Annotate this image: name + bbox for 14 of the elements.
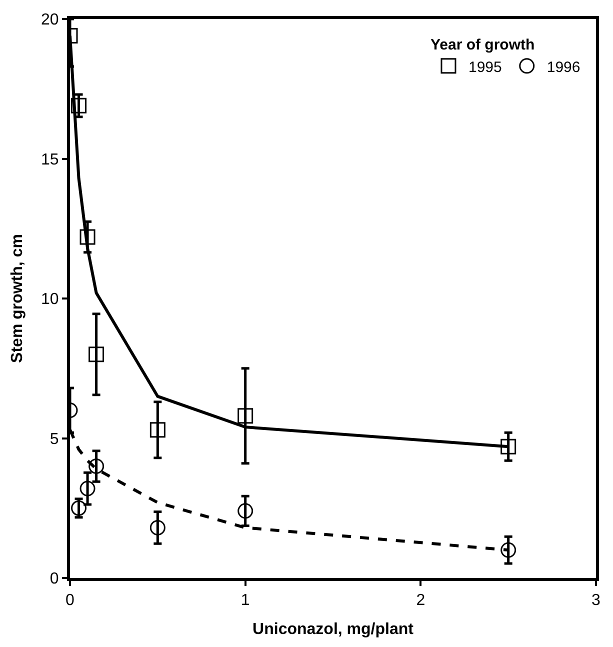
y-tick-label: 20 (41, 12, 59, 29)
x-axis-title: Uniconazol, mg/plant (252, 620, 414, 638)
y-tick-label: 0 (50, 570, 59, 588)
x-tick-label: 1 (240, 592, 250, 610)
legend-title: Year of growth (430, 36, 535, 54)
y-axis-title: Stem growth, cm (8, 234, 26, 363)
y-tick-label: 15 (41, 151, 59, 168)
x-tick-label: 2 (416, 592, 426, 610)
y-tick-label: 10 (41, 291, 59, 308)
x-tick-label: 0 (66, 592, 75, 610)
legend-label: 1996 (546, 58, 580, 76)
x-tick-label: 3 (592, 592, 601, 610)
y-tick-label: 5 (50, 430, 59, 448)
legend-label: 1995 (468, 58, 502, 76)
